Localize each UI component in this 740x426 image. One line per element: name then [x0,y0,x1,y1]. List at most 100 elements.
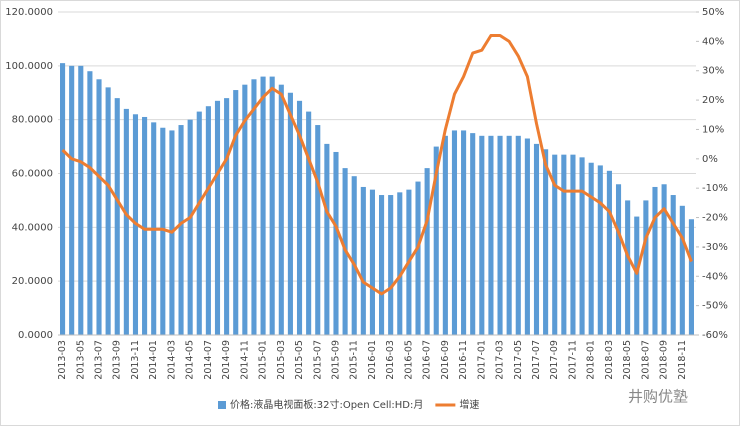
bar [451,130,458,335]
x-tick-label: 2018-11 [677,340,688,380]
bar [461,130,467,335]
bar [369,189,375,335]
bar [424,168,430,335]
bar [497,135,503,335]
y2-tick-label: -10% [702,183,728,194]
y-tick-label: 100.0000 [5,61,53,72]
bar [543,149,549,335]
bar [187,119,193,336]
bar [597,165,603,335]
bar [114,98,120,335]
x-tick-label: 2017-03 [495,340,506,380]
bar [588,162,594,335]
bar [524,138,530,335]
bar [333,151,339,335]
x-tick-label: 2016-05 [403,340,414,380]
x-tick-label: 2016-03 [385,340,396,380]
bar [123,108,129,336]
bar [561,154,567,335]
x-tick-label: 2013-11 [130,340,141,380]
x-tick-label: 2016-07 [422,340,433,380]
bar [269,76,275,335]
y-tick-label: 80.0000 [12,115,53,126]
bar [652,186,658,335]
x-tick-label: 2014-11 [239,340,250,380]
legend-label: 增速 [459,398,479,411]
legend-label: 价格:液晶电视面板:32寸:Open Cell:HD:月 [230,398,423,411]
bar [233,90,239,335]
watermark: 井购优塾 [628,388,688,406]
x-tick-label: 2013-03 [57,340,68,380]
x-tick-label: 2013-09 [112,340,123,380]
bar [278,84,284,335]
bar [306,111,312,335]
x-tick-label: 2016-11 [458,340,469,380]
y-tick-label: 20.0000 [12,276,53,287]
bar [78,65,84,335]
bar [351,176,357,335]
bar [251,79,257,336]
y2-tick-label: -30% [702,242,728,253]
bar [196,111,202,335]
x-tick-label: 2014-05 [185,340,196,380]
bar [379,195,385,335]
x-tick-label: 2016-09 [440,340,451,380]
x-tick-label: 2017-07 [531,340,542,380]
line [61,33,693,296]
bar [479,135,485,335]
y2-tick-label: 20% [702,95,724,106]
bar [625,200,631,335]
x-tick-label: 2018-03 [604,340,615,380]
x-tick-label: 2017-11 [567,340,578,380]
y2-tick-label: 30% [702,66,724,77]
y-tick-label: 40.0000 [12,222,53,233]
bar [224,98,230,335]
x-tick-label: 2015-05 [294,340,305,380]
bar [670,195,676,335]
x-tick-label: 2018-09 [659,340,670,380]
x-tick-label: 2013-05 [75,340,86,380]
bar [570,154,576,335]
x-tick-label: 2014-03 [166,340,177,380]
bar [661,184,667,335]
x-tick-label: 2015-07 [312,340,323,380]
y2-tick-label: -60% [702,330,728,341]
bar [515,135,521,335]
y2-tick-label: 10% [702,124,724,135]
bar [533,143,540,335]
x-tick-label: 2017-05 [513,340,524,380]
x-tick-label: 2015-09 [330,340,341,380]
y2-tick-label: 50% [702,7,724,18]
bar [96,79,102,336]
y2-tick-label: -50% [702,301,728,312]
bar [296,100,303,335]
bar [470,133,476,335]
legend-swatch [218,401,226,409]
x-tick-label: 2016-01 [367,340,378,380]
bar [315,125,321,335]
x-tick-label: 2017-09 [549,340,560,380]
x-tick-label: 2017-01 [476,340,487,380]
y2-tick-label: 40% [702,36,724,47]
x-tick-label: 2014-09 [221,340,232,380]
y-tick-label: 120.0000 [5,7,53,18]
bar [60,63,66,336]
bar [178,125,184,335]
bar [142,116,148,335]
x-tick-label: 2013-07 [94,340,105,380]
bar [506,135,512,335]
bar [242,84,248,335]
bar [160,127,166,335]
bar [388,195,394,335]
x-tick-label: 2015-11 [349,340,360,380]
x-tick-label: 2018-07 [640,340,651,380]
y2-tick-label: 0% [702,154,718,165]
x-tick-label: 2018-05 [622,340,633,380]
bar [688,219,694,335]
bar [87,71,93,335]
bar [214,100,221,335]
bar [415,181,421,335]
bar [69,65,75,335]
bar [634,216,640,335]
